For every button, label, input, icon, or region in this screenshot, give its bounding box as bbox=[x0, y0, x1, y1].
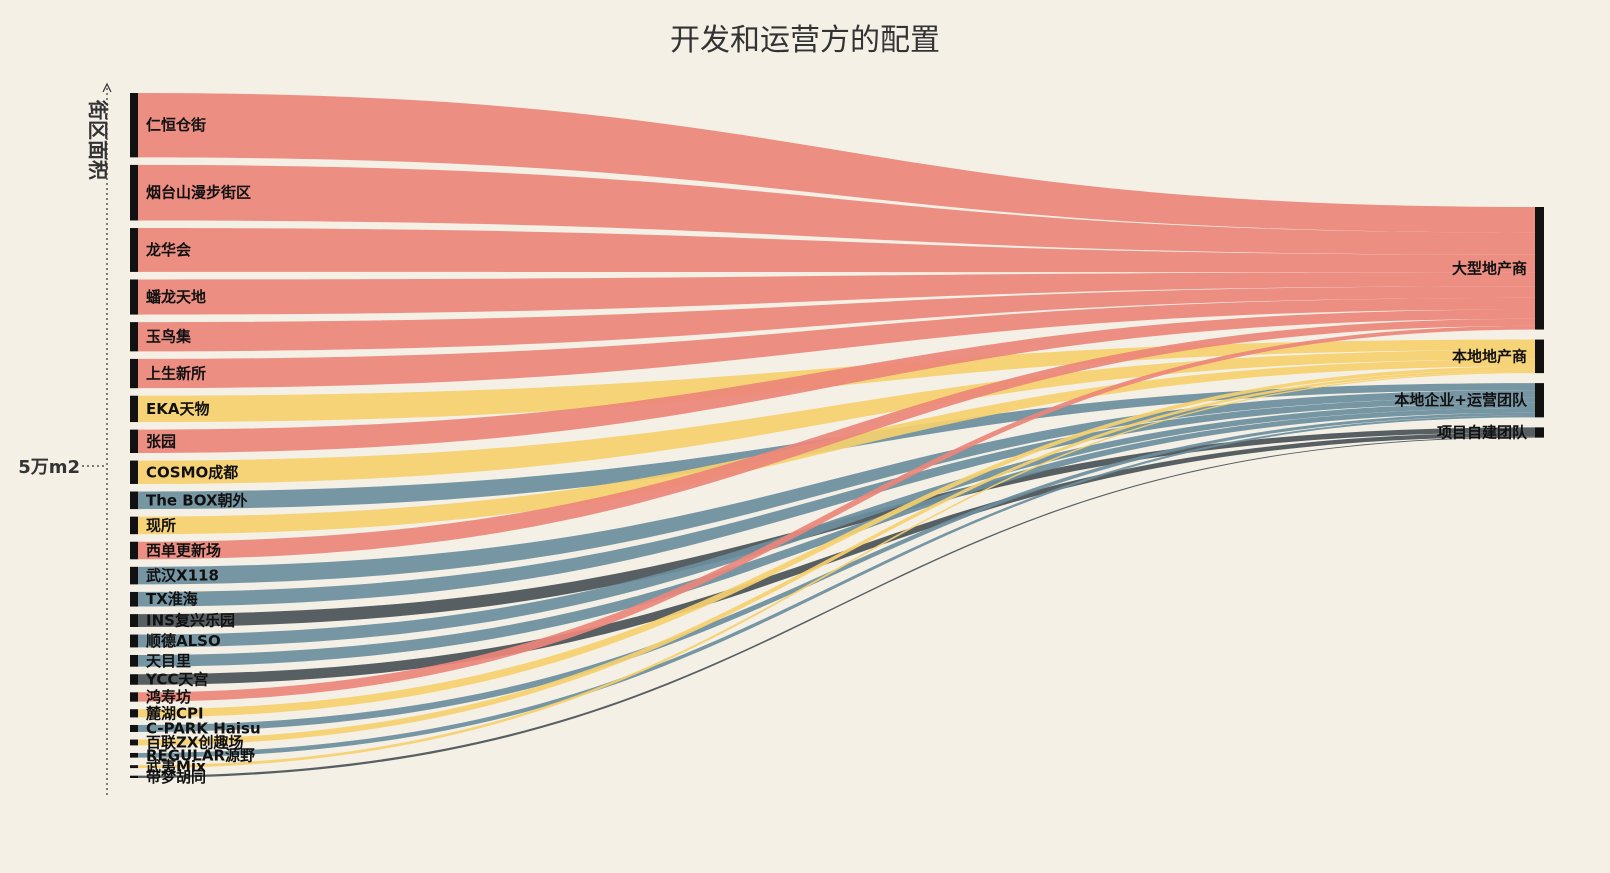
source-node bbox=[130, 358, 138, 389]
flow-link bbox=[138, 164, 1535, 255]
flow-link bbox=[138, 371, 1535, 769]
source-node bbox=[130, 654, 138, 667]
source-node bbox=[130, 709, 138, 718]
source-label: 天目里 bbox=[146, 652, 191, 670]
source-label: 玉鸟集 bbox=[146, 328, 192, 346]
source-label: 西单更新场 bbox=[146, 542, 221, 560]
source-node bbox=[130, 614, 138, 627]
source-node bbox=[130, 429, 138, 454]
source-label: REGULAR源野 bbox=[146, 746, 255, 764]
source-node bbox=[130, 752, 138, 758]
target-label: 本地地产商 bbox=[1452, 347, 1527, 365]
source-label: 仁恒仓街 bbox=[146, 116, 206, 134]
flow-link bbox=[138, 436, 1535, 778]
flow-link bbox=[138, 366, 1535, 718]
axis-label: 街区面积 bbox=[86, 99, 110, 180]
source-label: C-PARK Haisu bbox=[146, 719, 261, 737]
source-label: TX淮海 bbox=[146, 590, 198, 608]
source-node bbox=[130, 228, 138, 272]
target-label: 项目自建团队 bbox=[1437, 423, 1528, 441]
target-node bbox=[1535, 427, 1544, 438]
source-node bbox=[130, 491, 138, 510]
flow-link bbox=[138, 415, 1535, 758]
source-node bbox=[130, 460, 138, 484]
source-node bbox=[130, 279, 138, 315]
source-label: 武汉X118 bbox=[146, 567, 219, 585]
source-label: COSMO成都 bbox=[146, 463, 238, 481]
source-label: 蟠龙天地 bbox=[146, 288, 206, 306]
flow-link bbox=[138, 286, 1535, 352]
source-label: 现所 bbox=[146, 516, 176, 534]
source-label: 上生新所 bbox=[146, 365, 206, 383]
source-label: 烟台山漫步街区 bbox=[146, 184, 251, 202]
source-node bbox=[130, 692, 138, 702]
source-node bbox=[130, 765, 138, 769]
source-node bbox=[130, 775, 138, 778]
flow-link bbox=[138, 309, 1535, 454]
source-node bbox=[130, 395, 138, 423]
target-node bbox=[1535, 383, 1544, 418]
source-label: 武夷Mix bbox=[146, 758, 206, 776]
source-label: 鸿寿坊 bbox=[146, 688, 191, 706]
flow-link bbox=[138, 93, 1535, 233]
source-node bbox=[130, 739, 138, 746]
flow-link bbox=[138, 369, 1535, 746]
flow-link bbox=[138, 412, 1535, 732]
source-label: 百联ZX创趣场 bbox=[146, 733, 243, 751]
axis-arrow bbox=[102, 82, 112, 93]
flow-links bbox=[138, 93, 1535, 778]
flow-link bbox=[138, 390, 1535, 585]
target-label: 本地企业+运营团队 bbox=[1394, 391, 1528, 409]
flow-link bbox=[138, 402, 1535, 648]
source-label: INS复兴乐园 bbox=[146, 612, 235, 630]
target-node bbox=[1535, 207, 1544, 330]
source-label: The BOX朝外 bbox=[146, 491, 248, 509]
flow-link bbox=[138, 350, 1535, 484]
flow-link bbox=[138, 297, 1535, 389]
source-node bbox=[130, 164, 138, 221]
source-node bbox=[130, 322, 138, 352]
source-label: 龙华会 bbox=[145, 241, 191, 259]
flow-link bbox=[138, 397, 1535, 607]
source-node bbox=[130, 634, 138, 648]
flow-link bbox=[138, 318, 1535, 560]
source-label: 张园 bbox=[146, 432, 176, 450]
nodes bbox=[130, 93, 1544, 778]
chart-title: 开发和运营方的配置 bbox=[670, 23, 940, 58]
flow-link bbox=[138, 272, 1535, 315]
source-node bbox=[130, 541, 138, 560]
source-node bbox=[130, 516, 138, 535]
flow-link bbox=[138, 325, 1535, 702]
source-node bbox=[130, 591, 138, 607]
source-label: YCC天宫 bbox=[145, 670, 208, 688]
source-node bbox=[130, 674, 138, 685]
area-axis: 街区面积 5万m2 bbox=[18, 82, 112, 795]
source-label: 麓湖CPI bbox=[146, 704, 204, 722]
source-node bbox=[130, 566, 138, 585]
target-node bbox=[1535, 339, 1544, 374]
target-label: 大型地产商 bbox=[1452, 259, 1527, 277]
flow-link bbox=[138, 359, 1535, 535]
source-label: EKA天物 bbox=[146, 400, 209, 418]
source-node bbox=[130, 724, 138, 732]
source-node bbox=[130, 93, 138, 158]
flow-link bbox=[138, 408, 1535, 667]
source-label: 顺德ALSO bbox=[146, 632, 221, 650]
scale-label: 5万m2 bbox=[18, 457, 80, 478]
flow-link bbox=[138, 228, 1535, 273]
source-label: 带梦胡同 bbox=[146, 768, 206, 786]
